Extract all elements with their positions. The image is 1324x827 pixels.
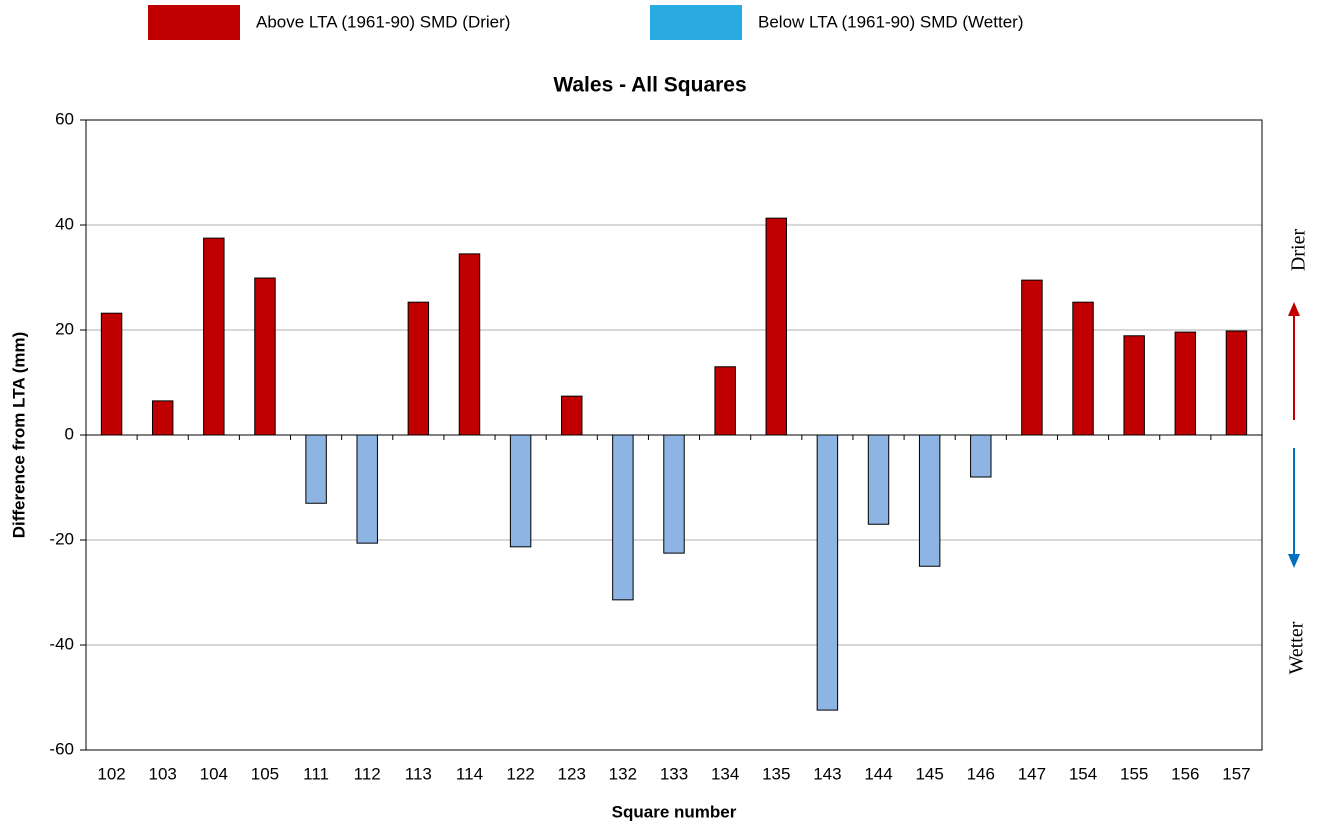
- legend-label: Above LTA (1961-90) SMD (Drier): [256, 12, 510, 31]
- bar: [407, 301, 430, 436]
- bar: [612, 434, 634, 601]
- bar: [151, 400, 174, 436]
- x-tick-label: 147: [1018, 764, 1046, 783]
- x-tick-label: 114: [456, 764, 483, 783]
- x-tick-label: 122: [506, 764, 534, 783]
- bar: [305, 434, 327, 504]
- bar: [1225, 330, 1248, 436]
- x-tick-label: 154: [1069, 764, 1097, 783]
- legend-swatch: [650, 5, 742, 40]
- x-tick-label: 103: [149, 764, 177, 783]
- y-tick-label: 20: [55, 319, 74, 338]
- x-tick-label: 146: [967, 764, 995, 783]
- bar: [356, 434, 378, 544]
- bar: [509, 434, 532, 548]
- x-tick-label: 112: [354, 764, 381, 783]
- x-tick-label: 143: [813, 764, 841, 783]
- bar: [1072, 301, 1094, 436]
- bar: [100, 312, 123, 436]
- bar: [203, 237, 225, 436]
- bar: [816, 434, 839, 711]
- wetter-arrow: [1288, 448, 1300, 568]
- y-tick-label: -60: [49, 739, 74, 758]
- bar: [867, 434, 890, 525]
- x-tick-label: 104: [200, 764, 228, 783]
- y-tick-label: 40: [55, 214, 74, 233]
- bar: [714, 366, 736, 436]
- y-tick-label: -20: [49, 529, 74, 548]
- bar: [458, 253, 481, 436]
- x-tick-label: 135: [762, 764, 790, 783]
- legend-label: Below LTA (1961-90) SMD (Wetter): [758, 12, 1023, 31]
- x-tick-label: 156: [1171, 764, 1199, 783]
- wetter-annotation: Wetter: [1286, 621, 1308, 674]
- plot-border: [85, 119, 1263, 751]
- x-tick-label: 132: [609, 764, 637, 783]
- drier-arrow: [1288, 302, 1300, 420]
- y-tick-label: -40: [49, 634, 74, 653]
- bar: [765, 217, 787, 436]
- x-tick-label: 133: [660, 764, 688, 783]
- x-tick-label: 155: [1120, 764, 1148, 783]
- x-tick-label: 102: [97, 764, 125, 783]
- x-tick-label: 144: [864, 764, 892, 783]
- bar: [663, 434, 685, 554]
- x-tick-label: 113: [405, 764, 432, 783]
- bar: [970, 434, 992, 478]
- y-tick-label: 0: [65, 424, 74, 443]
- legend-swatch: [148, 5, 240, 40]
- bar: [1174, 331, 1197, 436]
- y-tick-label: 60: [55, 109, 74, 128]
- x-axis-label: Square number: [612, 802, 737, 821]
- x-tick-label: 145: [915, 764, 943, 783]
- y-axis-label: Difference from LTA (mm): [9, 332, 28, 539]
- bar: [1123, 335, 1145, 436]
- x-tick-label: 123: [558, 764, 586, 783]
- chart-title: Wales - All Squares: [553, 74, 746, 97]
- drier-annotation: Drier: [1288, 229, 1310, 272]
- x-tick-label: 105: [251, 764, 279, 783]
- bar: [561, 395, 583, 436]
- bar: [254, 277, 276, 436]
- x-tick-label: 157: [1222, 764, 1250, 783]
- bar: [918, 434, 941, 567]
- bar: [1021, 279, 1043, 436]
- x-tick-label: 111: [303, 764, 329, 783]
- x-tick-label: 134: [711, 764, 739, 783]
